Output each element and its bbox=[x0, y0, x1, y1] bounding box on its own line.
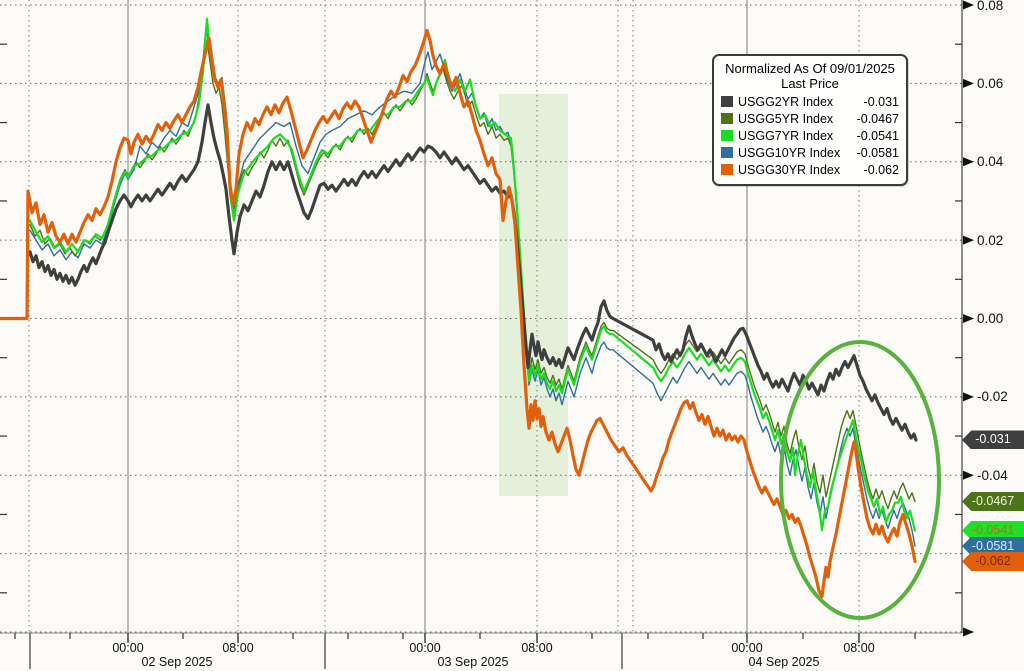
right-axis-tick-label: 0.04 bbox=[977, 154, 1004, 170]
x-axis-time-label: 00:00 bbox=[731, 641, 763, 655]
legend-series-value: -0.0467 bbox=[856, 111, 899, 126]
x-axis-date-label: 03 Sep 2025 bbox=[437, 655, 509, 669]
series-swatch-icon bbox=[721, 147, 733, 158]
x-axis-time-label: 08:00 bbox=[843, 641, 875, 655]
axis-tick-arrow bbox=[963, 78, 974, 88]
highlight-band bbox=[499, 94, 568, 496]
series-swatch-icon bbox=[721, 130, 733, 141]
legend-series-name: USGG2YR Index bbox=[738, 94, 834, 109]
legend-rows: USGG2YR Index -0.031 USGG5YR Index -0.0467 U… bbox=[721, 93, 899, 178]
axis-tick-arrow bbox=[963, 470, 974, 480]
legend-series-name: USGG30YR Index bbox=[738, 162, 841, 177]
price-badge-usgg2yr: -0.031 bbox=[962, 430, 1024, 450]
axis-tick-arrow bbox=[963, 0, 974, 10]
series-swatch-icon bbox=[721, 164, 733, 175]
x-axis-time-label: 00:00 bbox=[112, 641, 144, 655]
legend-series-value: -0.0541 bbox=[856, 128, 899, 143]
right-axis-tick-label: -0.02 bbox=[977, 389, 1008, 405]
price-badge-usgg10yr: -0.0581 bbox=[962, 536, 1024, 556]
price-badge-usgg5yr: -0.0467 bbox=[962, 492, 1024, 511]
axis-tick-arrow bbox=[963, 157, 974, 167]
legend-row[interactable]: USGG7YR Index -0.0541 bbox=[721, 127, 899, 144]
legend-series-value: -0.062 bbox=[863, 162, 899, 177]
series-swatch-icon bbox=[721, 96, 733, 107]
right-axis-tick-label: 0.02 bbox=[977, 232, 1004, 248]
legend-title: Normalized As Of 09/01/2025 bbox=[725, 61, 895, 76]
x-axis-time-label: 08:00 bbox=[222, 641, 254, 655]
annotation-ellipse bbox=[779, 340, 941, 620]
right-axis-tick-label: 0.06 bbox=[977, 75, 1004, 91]
legend-series-value: -0.0581 bbox=[856, 145, 899, 160]
legend-row[interactable]: USGG30YR Index -0.062 bbox=[721, 161, 899, 178]
right-axis-tick-label: 0.08 bbox=[977, 0, 1004, 13]
series-line-usgg30yr[interactable] bbox=[0, 28, 917, 599]
axis-tick-arrow bbox=[963, 314, 974, 323]
legend-series-name: USGG10YR Index bbox=[738, 145, 841, 160]
x-axis-date-label: 02 Sep 2025 bbox=[141, 655, 213, 669]
right-axis-tick-label: -0.04 bbox=[977, 467, 1008, 483]
legend-series-value: -0.031 bbox=[863, 94, 899, 109]
legend-row[interactable]: USGG5YR Index -0.0467 bbox=[721, 110, 899, 127]
legend-subtitle: Last Price bbox=[781, 76, 839, 91]
legend-row[interactable]: USGG10YR Index -0.0581 bbox=[721, 144, 899, 161]
axis-tick-arrow bbox=[963, 235, 974, 245]
x-axis-time-label: 00:00 bbox=[409, 641, 441, 655]
price-badge-usgg30yr: -0.062 bbox=[962, 551, 1024, 571]
right-axis-tick-label: 0.00 bbox=[977, 311, 1004, 326]
x-axis-date-label: 04 Sep 2025 bbox=[748, 655, 820, 669]
legend-series-name: USGG5YR Index bbox=[738, 111, 834, 126]
price-badge-usgg7yr: -0.0541 bbox=[962, 521, 1024, 540]
chart-legend[interactable]: Normalized As Of 09/01/2025 Last Price U… bbox=[712, 54, 908, 186]
axis-end-arrow bbox=[963, 627, 974, 637]
x-axis-time-label: 08:00 bbox=[521, 641, 553, 655]
series-swatch-icon bbox=[721, 113, 733, 124]
legend-series-name: USGG7YR Index bbox=[738, 128, 834, 143]
legend-row[interactable]: USGG2YR Index -0.031 bbox=[721, 93, 899, 110]
axis-tick-arrow bbox=[963, 392, 974, 402]
